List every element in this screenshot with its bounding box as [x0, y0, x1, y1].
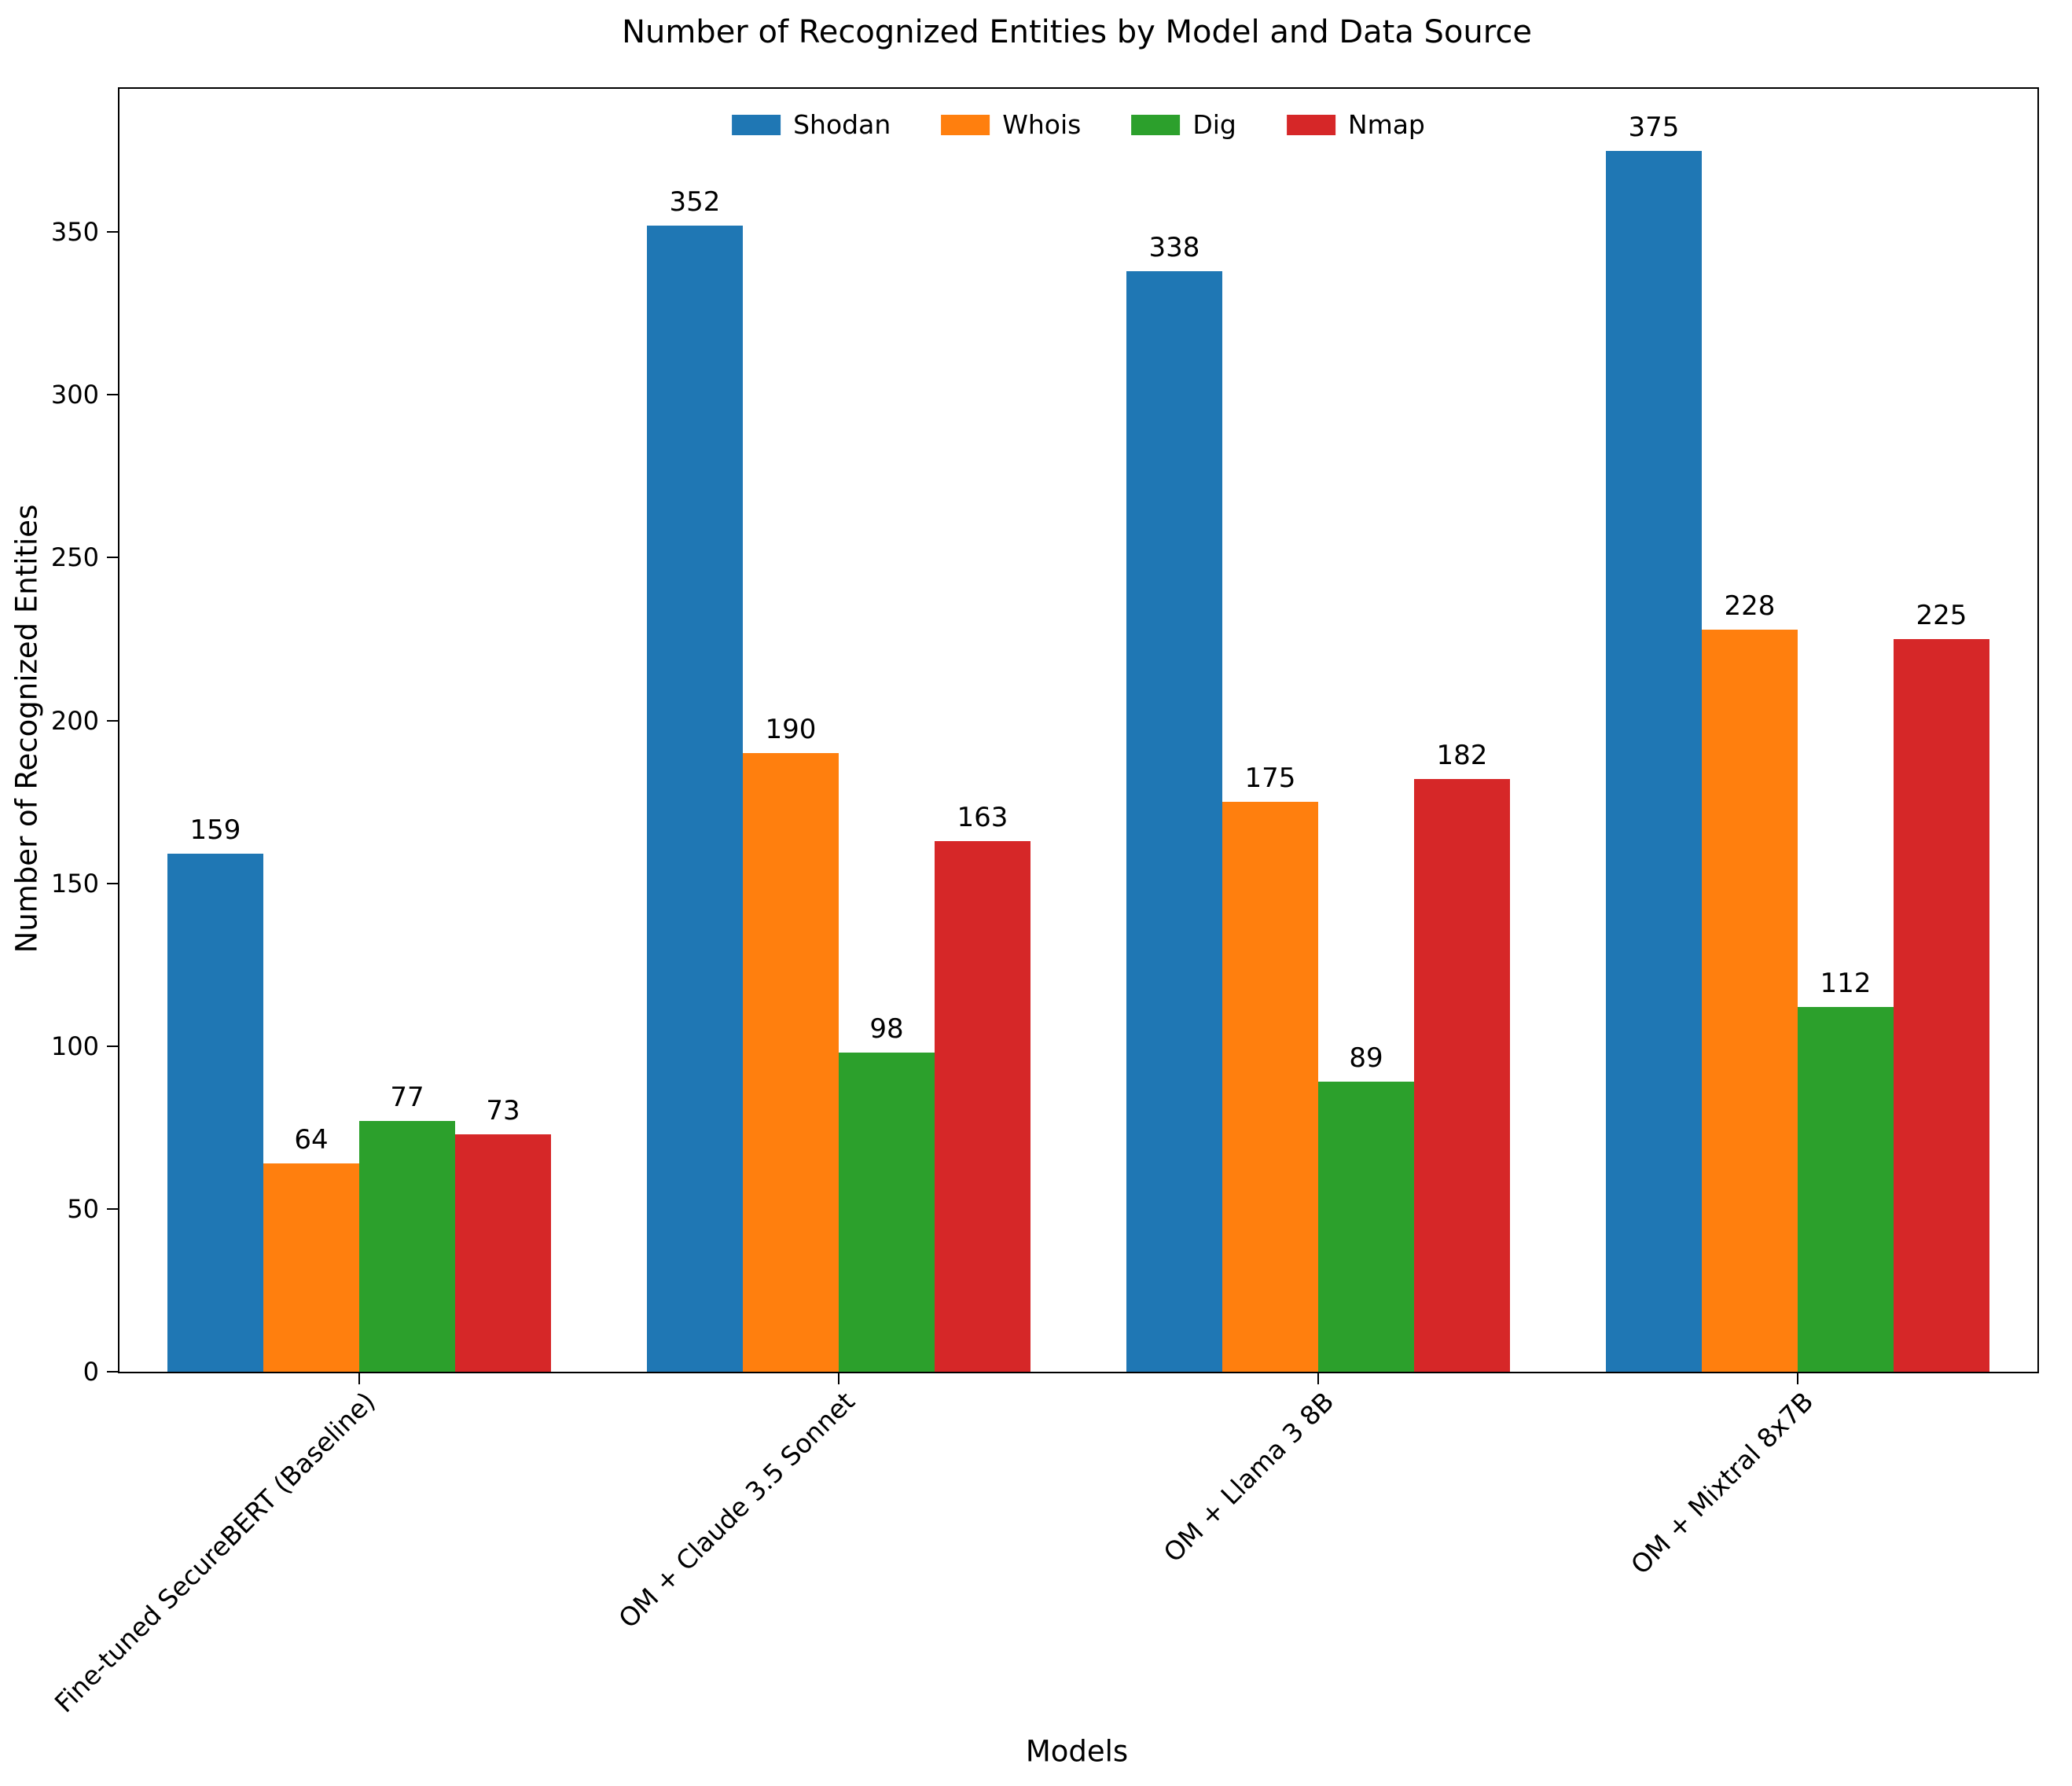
bar-value-label: 182 — [1436, 740, 1488, 772]
legend-swatch-icon — [1131, 114, 1181, 135]
bar-whois — [1702, 629, 1798, 1372]
legend-item-whois: Whois — [941, 109, 1081, 140]
legend-label: Whois — [1002, 109, 1082, 140]
y-tick-label: 250 — [50, 542, 99, 573]
x-tick-label: OM + Llama 3 8B — [1157, 1386, 1340, 1568]
bar-value-label: 159 — [189, 814, 241, 847]
legend-item-dig: Dig — [1131, 109, 1236, 140]
bar-dig — [1318, 1082, 1414, 1372]
legend-swatch-icon — [1286, 114, 1335, 135]
bar-shodan — [167, 854, 263, 1372]
legend-label: Dig — [1192, 109, 1236, 140]
x-tick-mark — [838, 1373, 839, 1384]
y-tick-mark — [107, 882, 118, 884]
bar-shodan — [647, 225, 743, 1372]
legend: Shodan Whois Dig Nmap — [732, 109, 1425, 140]
x-tick-label: Fine-tuned SecureBERT (Baseline) — [48, 1386, 381, 1718]
bar-value-label: 352 — [669, 186, 721, 218]
bar-value-label: 73 — [486, 1094, 520, 1126]
y-tick-mark — [107, 1371, 118, 1373]
chart-title: Number of Recognized Entities by Model a… — [622, 14, 1532, 50]
y-tick-mark — [107, 557, 118, 559]
bar-value-label: 89 — [1349, 1042, 1383, 1075]
legend-label: Shodan — [793, 109, 891, 140]
bar-dig — [839, 1053, 935, 1372]
y-tick-label: 50 — [67, 1193, 99, 1224]
y-tick-label: 100 — [50, 1031, 99, 1061]
bar-whois — [1222, 802, 1318, 1372]
x-tick-mark — [1797, 1373, 1798, 1384]
bar-value-label: 77 — [390, 1082, 424, 1114]
bar-shodan — [1126, 270, 1222, 1372]
y-tick-label: 150 — [50, 868, 99, 899]
legend-swatch-icon — [941, 114, 990, 135]
y-tick-label: 0 — [83, 1357, 99, 1387]
bar-whois — [743, 753, 839, 1372]
x-axis-label: Models — [1025, 1734, 1129, 1769]
bar-nmap — [935, 840, 1030, 1372]
legend-swatch-icon — [732, 114, 781, 135]
y-tick-mark — [107, 231, 118, 233]
y-tick-mark — [107, 719, 118, 722]
y-tick-mark — [107, 1045, 118, 1047]
plot-area: Shodan Whois Dig Nmap 0 50 100 150 200 250 300 350… — [49, 87, 2039, 1718]
bar-nmap — [1894, 639, 1989, 1372]
bar-value-label: 228 — [1724, 590, 1776, 622]
bar-shodan — [1606, 150, 1702, 1372]
bar-value-label: 225 — [1916, 600, 1967, 632]
bar-value-label: 112 — [1820, 968, 1872, 1000]
bar-value-label: 163 — [957, 801, 1008, 833]
bar-whois — [263, 1163, 359, 1372]
bar-value-label: 98 — [869, 1013, 904, 1046]
legend-item-shodan: Shodan — [732, 109, 891, 140]
y-tick-label: 300 — [50, 380, 99, 410]
x-tick-mark — [1317, 1373, 1319, 1384]
y-tick-label: 350 — [50, 217, 99, 248]
y-axis-label: Number of Recognized Entities — [9, 504, 44, 954]
bar-value-label: 175 — [1244, 763, 1296, 795]
bar-value-label: 338 — [1148, 231, 1200, 263]
bar-value-label: 375 — [1628, 111, 1680, 143]
bar-dig — [1798, 1007, 1894, 1372]
x-tick-label: OM + Claude 3.5 Sonnet — [612, 1386, 861, 1634]
y-tick-label: 200 — [50, 705, 99, 736]
y-tick-mark — [107, 394, 118, 396]
bar-value-label: 190 — [765, 714, 817, 745]
x-tick-label: OM + Mixtral 8x7B — [1625, 1386, 1820, 1581]
bar-nmap — [455, 1134, 551, 1372]
bar-dig — [359, 1121, 455, 1372]
legend-item-nmap: Nmap — [1286, 109, 1425, 140]
bar-value-label: 64 — [294, 1123, 329, 1156]
bar-nmap — [1414, 779, 1510, 1372]
legend-label: Nmap — [1347, 109, 1425, 140]
y-tick-mark — [107, 1207, 118, 1210]
x-tick-mark — [358, 1373, 360, 1384]
